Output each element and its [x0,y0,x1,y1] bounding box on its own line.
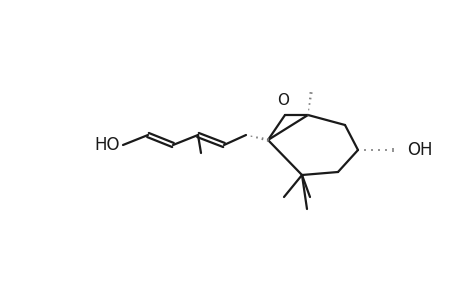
Text: O: O [276,93,288,108]
Text: OH: OH [406,141,431,159]
Text: HO: HO [94,136,120,154]
